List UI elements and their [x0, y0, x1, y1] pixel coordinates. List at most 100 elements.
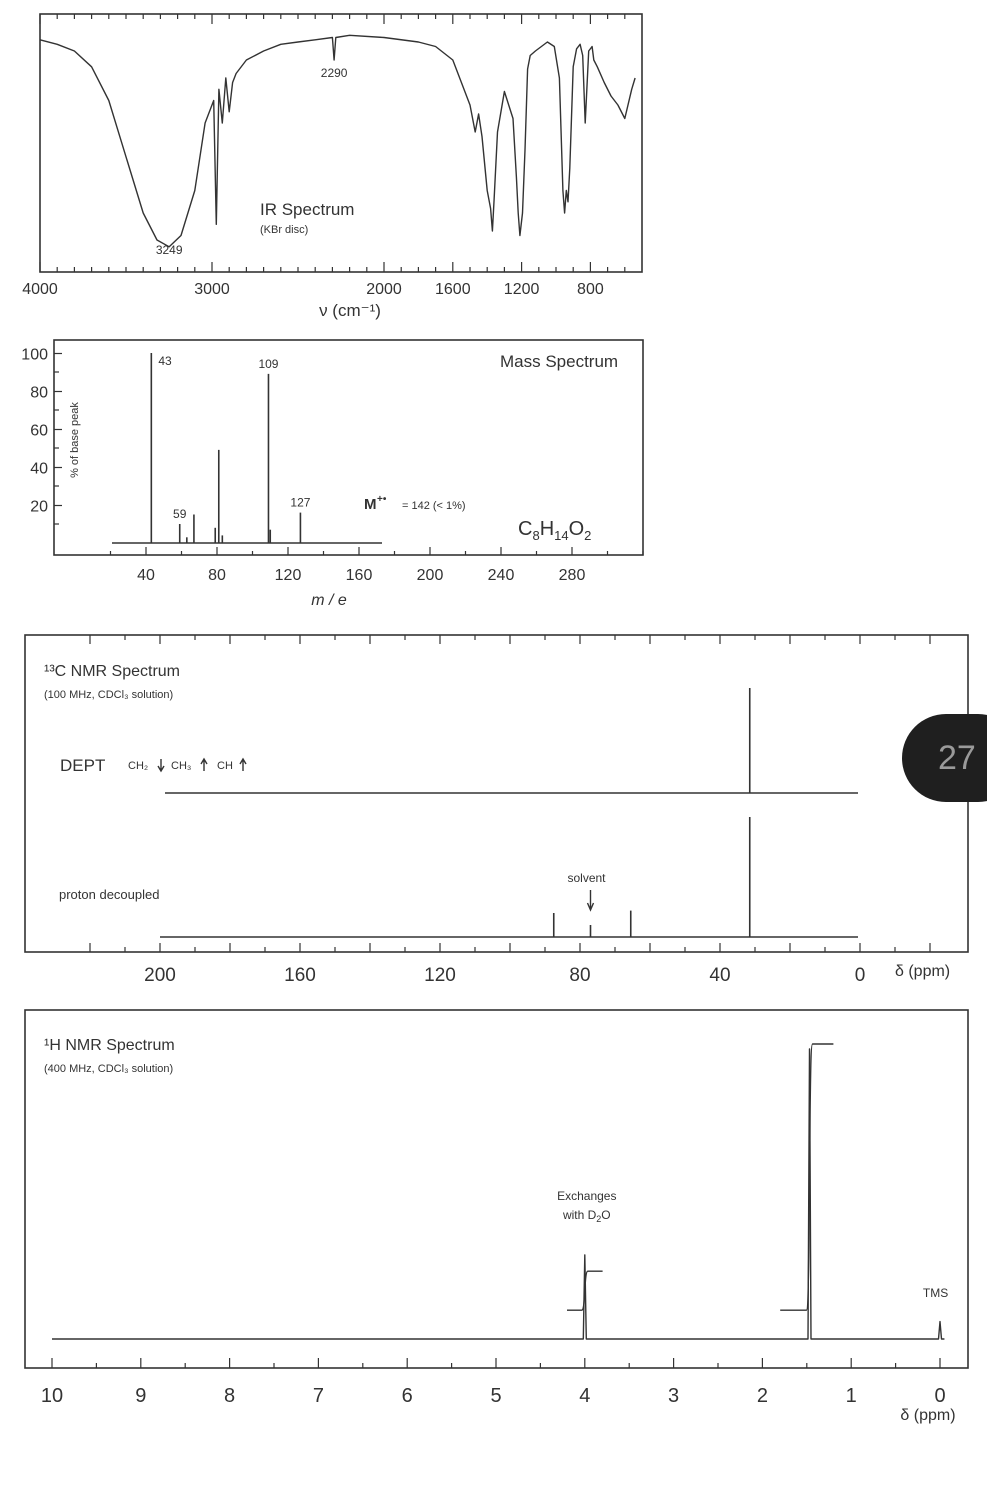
ms-x-tick-label: 120: [275, 567, 302, 584]
molecular-formula: C8H14O2: [518, 518, 591, 543]
proton-decoupled-peaks: [552, 817, 751, 937]
ms-y-tick-label: 80: [30, 385, 48, 402]
molecular-ion-symbol: M: [364, 496, 377, 513]
ms-y-tick-label: 60: [30, 423, 48, 440]
h1-x-axis-label: δ (ppm): [900, 1407, 955, 1424]
ms-y-axis-label: % of base peak: [69, 402, 81, 478]
h1-tick-label: 9: [135, 1385, 146, 1407]
ms-x-tick-label: 200: [417, 567, 444, 584]
h1-tick-label: 2: [757, 1385, 768, 1407]
ms-plot-frame: [53, 339, 644, 556]
h1-tick-label: 4: [579, 1385, 590, 1407]
solvent-arrow-icon: [586, 890, 595, 912]
h1-title: ¹H NMR Spectrum: [44, 1037, 175, 1054]
ir-tick-label: 4000: [22, 281, 58, 298]
ms-peak-label-109: 109: [258, 357, 278, 371]
c13-tick-label: 80: [569, 965, 590, 986]
formula-h: H: [540, 518, 554, 540]
h1-tick-label: 5: [490, 1385, 501, 1407]
c13-x-tick-labels: 200 160 120 80 40 0: [144, 965, 865, 986]
dept-label: DEPT: [60, 756, 105, 775]
h1-spectrum-trace: [52, 1048, 945, 1340]
ir-tick-label: 3000: [194, 281, 230, 298]
ms-y-ticks: 20 40 60 80 100: [21, 347, 62, 525]
h1-tick-label: 10: [41, 1385, 63, 1407]
c13-x-ticks: [89, 635, 931, 952]
formula-c: C: [518, 518, 532, 540]
h1-tick-label: 7: [313, 1385, 324, 1407]
formula-h-count: 14: [554, 528, 568, 543]
ir-x-axis-label: ν (cm⁻¹): [319, 301, 381, 320]
ir-title: IR Spectrum: [260, 200, 354, 219]
ir-x-tick-labels: 4000 3000 2000 1600 1200 800: [22, 281, 604, 298]
ms-y-tick-label: 100: [21, 347, 48, 364]
mass-spectrum-panel: 20 40 60 80 100 40 80 120 160 200 240 280 43 59 109 1…: [21, 339, 644, 609]
h1-integral-traces: [567, 1043, 834, 1311]
ir-x-ticks: [39, 14, 626, 272]
c13-tick-label: 0: [855, 965, 866, 986]
h1-tick-label: 3: [668, 1385, 679, 1407]
h1-subtitle: (400 MHz, CDCl₃ solution): [44, 1063, 173, 1075]
molecular-ion-superscript: +•: [377, 494, 387, 505]
ms-peaks: 43 59 109 127: [150, 353, 311, 543]
formula-o: O: [569, 518, 585, 540]
c13-x-axis-label: δ (ppm): [895, 963, 950, 980]
ir-tick-label: 1200: [504, 281, 540, 298]
ms-x-tick-label: 40: [137, 567, 155, 584]
ms-y-tick-label: 40: [30, 461, 48, 478]
ms-x-tick-label: 160: [346, 567, 373, 584]
ir-tick-label: 2000: [366, 281, 402, 298]
ir-subtitle: (KBr disc): [260, 224, 308, 236]
dept-legend-ch2: CH₂: [128, 760, 148, 772]
ir-spectrum-panel: 4000 3000 2000 1600 1200 800 IR Spectrum (KBr…: [22, 13, 643, 320]
molecular-ion-note: M +• = 142 (< 1%): [364, 494, 466, 513]
h1-tick-label: 0: [934, 1385, 945, 1407]
dept-legend-ch3: CH₃: [171, 760, 191, 772]
c13-tick-label: 200: [144, 965, 176, 986]
ms-x-tick-label: 240: [488, 567, 515, 584]
ms-x-ticks: 40 80 120 160 200 240 280: [109, 547, 644, 584]
arrow-down-icon: [157, 759, 165, 773]
ir-annotation-2290: 2290: [321, 66, 348, 80]
c13-nmr-panel: 200 160 120 80 40 0 ¹³C NMR Spectrum (100 MHz…: [24, 634, 969, 986]
dept-legend-ch: CH: [217, 760, 233, 772]
exchange-note-prefix: with D: [562, 1208, 597, 1222]
ir-annotation-3249: 3249: [156, 243, 183, 257]
exchange-note-sub: 2: [596, 1214, 601, 1224]
exchange-note-line-1: Exchanges: [557, 1189, 616, 1203]
solvent-label: solvent: [567, 871, 606, 885]
ms-title: Mass Spectrum: [500, 352, 618, 371]
proton-decoupled-label: proton decoupled: [59, 887, 159, 902]
molecular-ion-text: = 142 (< 1%): [402, 500, 466, 512]
formula-o-count: 2: [584, 528, 591, 543]
c13-tick-label: 120: [424, 965, 456, 986]
ms-y-tick-label: 20: [30, 499, 48, 516]
tms-label: TMS: [923, 1286, 948, 1300]
exchange-note-line-2: with D2O: [562, 1208, 611, 1224]
arrow-up-icon: [200, 757, 208, 771]
h1-integral-2: [780, 1043, 834, 1311]
ms-peak-label-59: 59: [173, 507, 187, 521]
h1-x-tick-labels: 10 9 8 7 6 5 4 3 2 1 0: [41, 1385, 946, 1407]
h1-tick-label: 6: [402, 1385, 413, 1407]
page-number-badge: 27: [902, 714, 987, 802]
c13-subtitle: (100 MHz, CDCl₃ solution): [44, 689, 173, 701]
ir-plot-frame: [39, 13, 643, 273]
h1-tick-label: 1: [846, 1385, 857, 1407]
c13-tick-label: 160: [284, 965, 316, 986]
h1-integral-1: [567, 1270, 603, 1311]
formula-c-count: 8: [532, 528, 539, 543]
c13-tick-label: 40: [709, 965, 730, 986]
ms-x-tick-label: 280: [559, 567, 586, 584]
exchange-note-suffix: O: [601, 1208, 610, 1222]
ir-tick-label: 1600: [435, 281, 471, 298]
ms-peak-label-43: 43: [158, 354, 172, 368]
ir-tick-label: 800: [577, 281, 604, 298]
dept-legend: CH₂ CH₃ CH: [128, 757, 247, 773]
ms-x-axis-label: m / e: [311, 592, 347, 609]
ms-x-tick-label: 80: [208, 567, 226, 584]
h1-x-ticks: [51, 1358, 941, 1368]
c13-title: ¹³C NMR Spectrum: [44, 663, 180, 680]
arrow-up-icon: [239, 757, 247, 771]
